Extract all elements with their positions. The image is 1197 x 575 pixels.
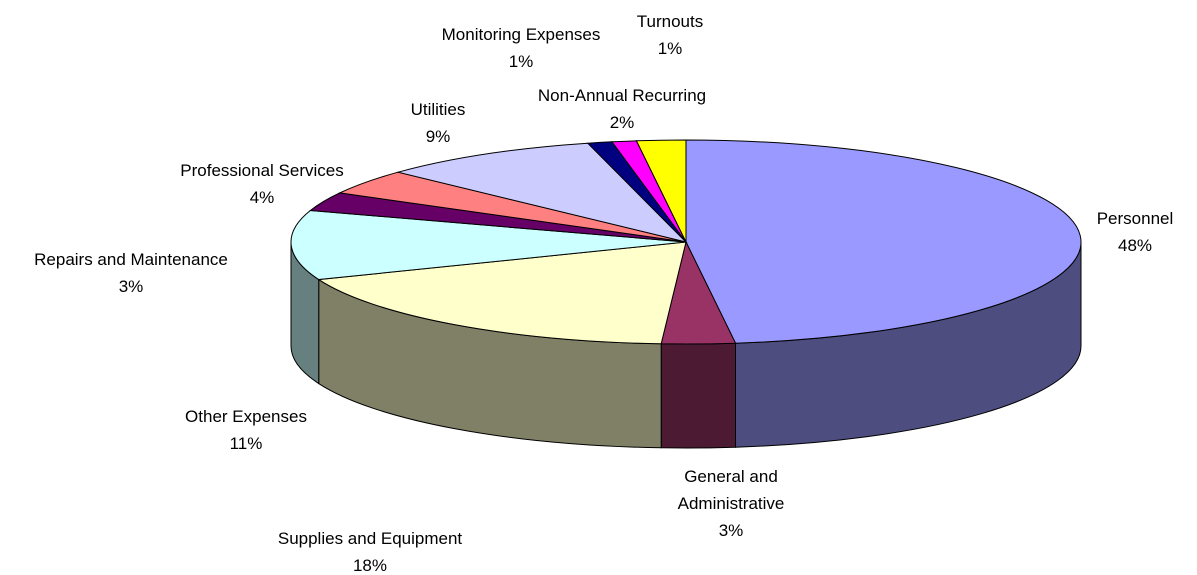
category-label: Other Expenses (185, 407, 307, 426)
category-label: Turnouts (636, 12, 704, 31)
value-label: 1% (508, 52, 534, 71)
slice (317, 241, 687, 345)
slice (396, 142, 688, 243)
slice-side (660, 342, 737, 449)
slice (685, 139, 1082, 344)
category-label: Repairs and Maintenance (34, 250, 228, 269)
slice-label: Turnouts 1% (637, 8, 703, 62)
category-label: Supplies and Equipment (277, 529, 463, 548)
category-label: General and Administrative (677, 467, 785, 513)
slice-label: Utilities 9% (411, 96, 466, 150)
value-label: 11% (229, 434, 263, 453)
value-label: 48% (1117, 236, 1153, 255)
value-label: 3% (718, 521, 744, 540)
value-label: 2% (609, 113, 635, 132)
category-label: Personnel (1096, 209, 1174, 228)
slice-label: Monitoring Expenses 1% (442, 21, 601, 75)
value-label: 9% (425, 127, 451, 146)
slice (635, 139, 687, 243)
category-label: Non-Annual Recurring (537, 86, 707, 105)
slice-label: Other Expenses 11% (185, 403, 307, 457)
slice-label: General and Administrative 3% (656, 463, 806, 544)
slice-label: Supplies and Equipment 18% (278, 525, 462, 575)
slice-label: Repairs and Maintenance 3% (34, 246, 228, 300)
category-label: Utilities (410, 100, 466, 119)
value-label: 3% (118, 277, 144, 296)
category-label: Monitoring Expenses (441, 25, 601, 44)
slice-label: Professional Services 4% (180, 157, 343, 211)
slice-label: Personnel 48% (1097, 205, 1174, 259)
category-label: Professional Services (180, 161, 344, 180)
slice (290, 209, 687, 281)
slice-label: Non-Annual Recurring 2% (538, 82, 706, 136)
value-label: 18% (352, 556, 388, 575)
value-label: 4% (249, 188, 275, 207)
value-label: 1% (657, 39, 683, 58)
